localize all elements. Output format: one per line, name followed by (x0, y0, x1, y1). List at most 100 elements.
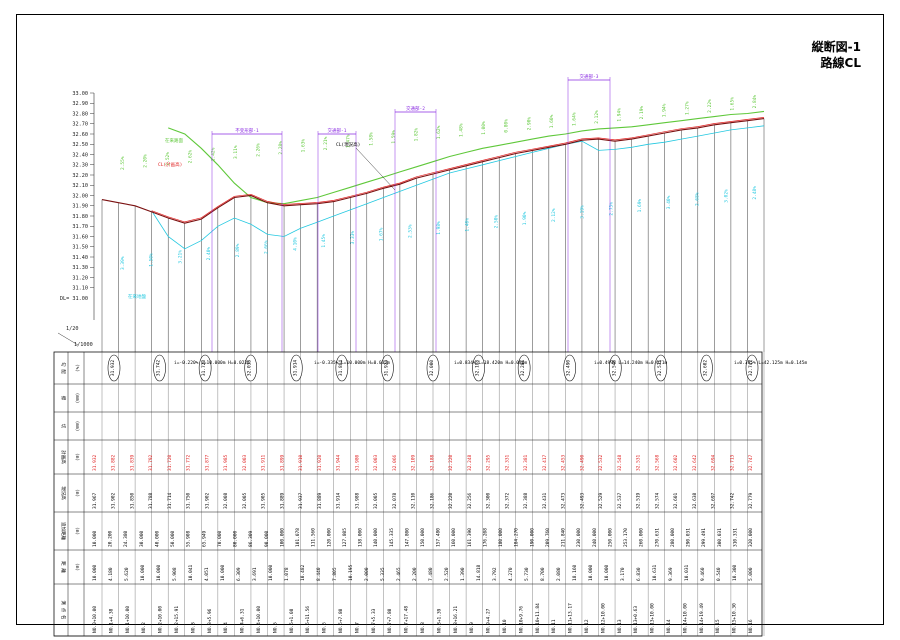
station-name: NO.4+10.00 (256, 606, 262, 633)
existing-height: 32.742 (729, 492, 735, 509)
green-grade-label: 3.11% (233, 145, 239, 159)
grade-node (472, 354, 485, 382)
row-unit: (mm) (74, 421, 80, 432)
section-distance: 10.000 (220, 564, 226, 581)
title-main: 縦断図-1 (811, 40, 861, 54)
station-name: NO.12+10.00 (600, 603, 606, 633)
section-label: 交通部-2 (406, 105, 425, 112)
grade-node-value: 32.490 (566, 360, 572, 377)
y-axis-label: 32.80 (72, 111, 88, 117)
existing-height: 32.186 (429, 492, 435, 509)
cyan-grade-label: 2.75% (608, 202, 614, 216)
design-height: 31.910 (298, 454, 304, 471)
station-name: NO.12 (584, 619, 590, 633)
existing-height: 32.601 (673, 492, 679, 509)
green-grade-label: 2.52% (165, 152, 171, 166)
y-axis-label: 31.70 (72, 224, 88, 230)
section-distance: 10.000 (156, 564, 162, 581)
design-height: 31.792 (148, 454, 154, 471)
cyan-grade-label: 2.89% (235, 243, 241, 257)
grade-node-value: 31.914 (292, 360, 298, 377)
green-grade-label: 1.65% (729, 97, 735, 111)
cumulative-distance: 100.000 (279, 528, 285, 547)
existing-height: 32.697 (711, 492, 717, 509)
y-axis-label: 31.80 (72, 214, 88, 220)
title-block: 縦断図-1 路線CL (812, 39, 861, 71)
cumulative-distance: 157.480 (436, 528, 442, 547)
cumulative-distance: 230.000 (576, 528, 582, 547)
design-height: 31.911 (261, 454, 267, 471)
section-distance: 5.335 (380, 567, 386, 581)
design-height: 31.920 (317, 454, 323, 471)
existing-height: 32.110 (411, 492, 417, 509)
y-axis-label: 32.40 (72, 152, 88, 158)
row-label: 距 離 (60, 561, 67, 573)
station-name: NO.6+7.80 (338, 608, 344, 633)
cyan-grade-label: 1.45% (321, 234, 327, 248)
row-unit: (m) (74, 453, 80, 461)
grade-node (745, 354, 759, 382)
grade-node (153, 354, 166, 382)
existing-height: 32.005 (242, 492, 248, 509)
y-axis-label: 31.30 (72, 265, 88, 271)
grade-node (700, 354, 713, 382)
station-name: NO.9+4.27 (486, 608, 492, 633)
station-name: NO.3+5.96 (207, 608, 213, 633)
section-distance: 4.051 (204, 567, 210, 581)
station-name: NO.5+11.56 (305, 606, 311, 633)
existing-height: 32.519 (636, 492, 642, 509)
cumulative-distance: 300.031 (717, 528, 723, 547)
design-height: 32.003 (242, 454, 248, 471)
design-height: 32.747 (748, 454, 754, 471)
existing-height: 31.902 (204, 492, 210, 509)
design-height: 32.220 (448, 454, 454, 471)
cyan-grade-label: 3.40% (666, 195, 672, 209)
station-name: NO.14+19.49 (699, 603, 705, 633)
cyan-grade-label: 1.69% (637, 199, 643, 213)
section-label: 不变形部-1 (235, 127, 259, 134)
station-name: NO.10+9.76 (518, 606, 524, 633)
design-height: 32.602 (673, 454, 679, 471)
station-name: NO.13+10.00 (650, 603, 656, 633)
row-label: 切 (60, 424, 67, 429)
green-grade-label: 1.62% (436, 125, 442, 139)
grade-node-value: 32.548 (611, 360, 617, 377)
station-name: NO.10+11.84 (535, 603, 541, 633)
drawing-sheet: 縦断図-1 路線CL (16, 14, 884, 625)
y-axis-label: 31.60 (72, 234, 88, 240)
section-distance: 0.540 (716, 567, 722, 581)
cumulative-distance: 70.000 (217, 530, 223, 547)
existing-height: 31.988 (354, 492, 360, 509)
station-name: NO.7+5.33 (371, 608, 377, 633)
existing-height: 31.788 (148, 492, 154, 509)
cumulative-distance: 190.000 (529, 528, 535, 547)
cyan-grade-label: 2.40% (206, 247, 212, 261)
green-grade-label: 2.19% (639, 106, 645, 120)
y-axis-label: 31.50 (72, 245, 88, 251)
cumulative-distance: 253.170 (623, 528, 629, 547)
cyan-grade-label: 2.48% (752, 186, 758, 200)
grade-node-value: 32.602 (702, 360, 708, 377)
existing-height: 32.372 (504, 492, 510, 509)
design-height: 32.109 (411, 454, 417, 471)
station-name: NO.2+15.91 (174, 606, 180, 633)
green-grade-label: 1.63% (301, 139, 307, 153)
section-distance: 7.805 (332, 567, 338, 581)
section-distance: 5.000 (748, 567, 754, 581)
design-height: 32.490 (579, 454, 585, 471)
cyan-grade-label: 2.53% (407, 224, 413, 238)
design-height: 31.985 (223, 454, 229, 471)
row-unit: (m) (74, 527, 80, 535)
station-name: NO.14+10.00 (682, 603, 688, 633)
design-height: 31.980 (354, 454, 360, 471)
design-height: 31.932 (92, 454, 98, 471)
section-distance: 4.180 (108, 567, 114, 581)
green-grade-label: 2.28% (278, 141, 284, 155)
cumulative-distance: 209.760 (545, 528, 551, 547)
design-height: 32.188 (429, 454, 435, 471)
design-height: 32.642 (692, 454, 698, 471)
y-axis-label: 32.10 (72, 183, 88, 189)
cumulative-distance: 86.309 (248, 530, 254, 547)
design-height: 31.877 (204, 454, 210, 471)
station-name: NO.3 (190, 622, 196, 633)
